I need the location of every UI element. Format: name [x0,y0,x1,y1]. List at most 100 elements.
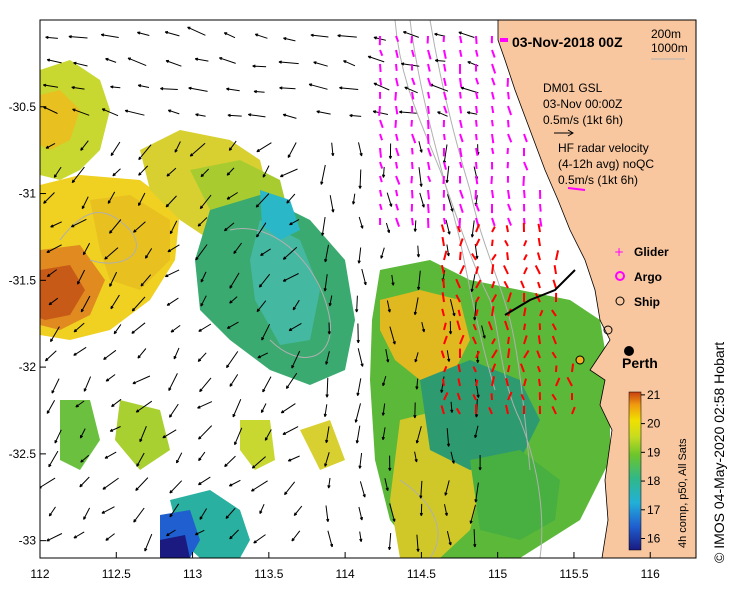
wind-arrow [389,326,396,345]
radar-arrow [475,238,481,247]
radar-arrow [443,392,449,401]
ship-marker [603,325,613,335]
wind-arrow [416,245,421,258]
radar-arrow [522,175,525,186]
wind-arrow [256,142,272,153]
radar-arrow [503,280,509,289]
wind-arrow [380,247,385,259]
radar-arrow [395,105,399,115]
radar-arrow [395,217,401,227]
wind-arrow [131,322,146,334]
wind-arrow [413,297,419,316]
radar-arrow [455,407,461,415]
wind-arrow [199,194,212,210]
wind-arrow [127,57,147,67]
radar-arrow [427,133,430,144]
radar-arrow [411,161,414,170]
radar-arrow [475,105,478,114]
radar-arrow [427,203,430,214]
wind-arrow [198,323,212,332]
radar-arrow [491,305,495,317]
radar-arrow [443,63,447,72]
radar-arrow [520,393,525,401]
wind-arrow [466,111,478,115]
wind-arrow [316,110,331,115]
wind-arrow [50,326,60,343]
glider-track [504,269,576,316]
wind-arrow [321,217,326,236]
wind-arrow [470,274,476,293]
radar-arrow [507,391,513,401]
wind-arrow [251,456,266,469]
radar-arrow [459,251,462,261]
wind-arrow [437,111,448,117]
wind-arrow [359,481,366,498]
wind-arrow [310,33,329,38]
wind-arrow [253,534,266,544]
wind-arrow [144,248,153,259]
radar-arrow [395,161,399,169]
wind-arrow [320,164,326,185]
date-title: 03-Nov-2018 00Z [512,34,623,50]
radar-arrow [552,279,557,289]
radar-arrow [491,217,496,227]
radar-arrow [523,254,528,261]
wind-arrow [71,86,85,90]
radar-arrow [443,217,447,225]
radar-arrow [379,49,384,57]
wind-arrow [188,86,208,92]
wind-arrow [469,504,476,524]
wind-arrow [197,476,211,486]
wind-arrow [100,33,119,38]
wind-arrow [139,426,147,443]
radar-arrow [551,393,557,401]
radar-arrow [520,280,525,289]
wind-arrow [46,533,63,542]
city-label-perth: Perth [622,355,658,371]
bathymetry-contours [59,20,543,558]
wind-arrow [327,530,334,548]
wind-arrow [358,452,363,469]
wind-arrow [109,426,121,432]
radar-arrow [551,405,557,415]
wind-arrow [256,222,267,238]
y-axis: -30.5 -31 -31.5 -32 -32.5 -33 [9,100,46,548]
wind-arrow [137,84,150,88]
radar-arrow [523,161,529,171]
radar-legend: HF radar velocity (4-12h avg) noQC 0.5m/… [558,141,654,191]
radar-arrow [395,35,400,43]
wind-arrow [445,165,450,184]
date-title-marker [500,38,508,42]
radar-arrow [411,49,415,58]
wind-arrow [255,193,270,208]
radar-arrow [537,237,541,247]
radar-arrow [471,253,477,261]
wind-arrow [218,57,236,64]
wind-arrow [79,428,86,439]
radar-arrow [395,203,400,211]
land-western-australia [497,20,696,558]
radar-arrow [505,225,509,233]
radar-arrow [427,147,432,157]
radar-arrow [410,175,413,184]
radar-arrow [555,250,560,261]
wind-arrow [68,35,88,39]
wind-arrow [282,246,298,260]
wind-arrow [71,166,85,184]
wind-arrow [226,192,238,200]
radar-arrow [534,265,541,275]
wind-arrow [110,85,121,89]
wind-arrow [446,244,450,257]
radar-arrow [440,350,445,359]
wind-arrow [81,196,89,210]
wind-arrow [357,247,362,264]
wind-legend-line2: 03-Nov 00:00Z [543,97,622,111]
wind-arrow [104,247,119,260]
radar-arrow [551,323,557,331]
x-tick-label: 116 [641,567,660,581]
wind-arrow [226,351,239,369]
wind-arrow [83,507,91,520]
radar-arrow [475,296,480,303]
radar-arrow [394,91,397,101]
wind-arrow [325,426,330,444]
